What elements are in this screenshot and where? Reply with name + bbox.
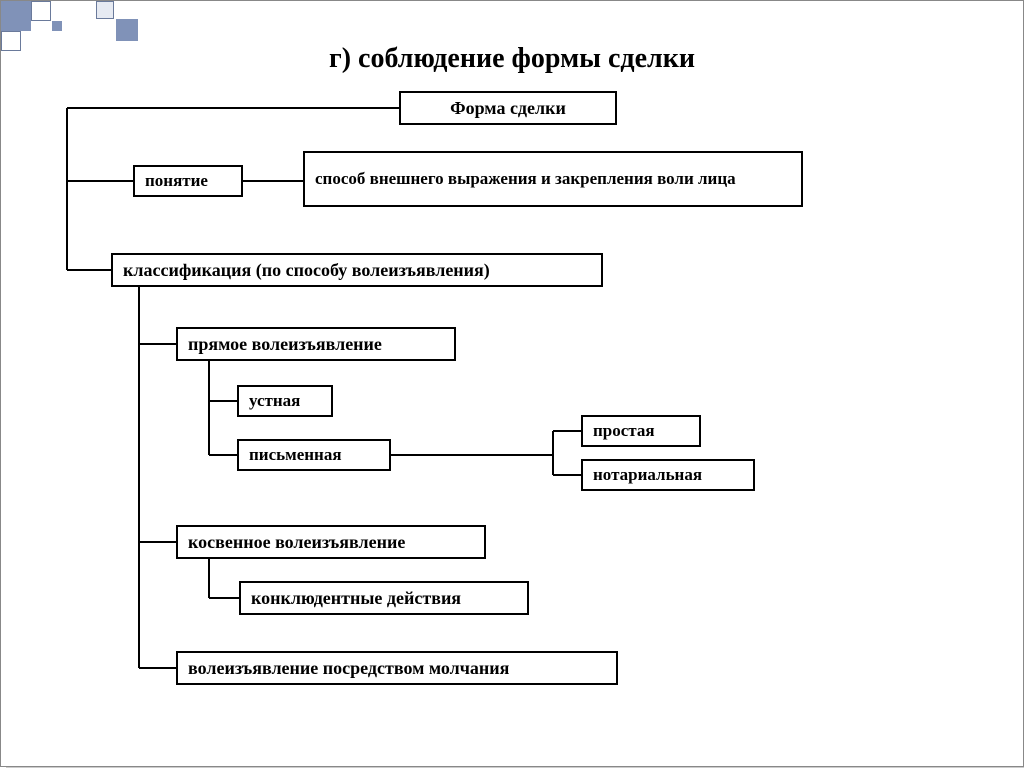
node-simple: простая bbox=[581, 415, 701, 447]
node-classif: классификация (по способу волеизъявления… bbox=[111, 253, 603, 287]
slide-title: г) соблюдение формы сделки bbox=[1, 43, 1023, 75]
decor-sq-2 bbox=[31, 1, 51, 21]
node-indirect-label: косвенное волеизъявление bbox=[188, 531, 405, 554]
node-concept-def-label: способ внешнего выражения и закрепления … bbox=[315, 168, 736, 189]
node-notarial: нотариальная bbox=[581, 459, 755, 491]
node-classif-label: классификация (по способу волеизъявления… bbox=[123, 259, 490, 282]
decor-sq-0 bbox=[1, 1, 31, 31]
node-silence-label: волеизъявление посредством молчания bbox=[188, 657, 509, 680]
node-indirect: косвенное волеизъявление bbox=[176, 525, 486, 559]
decor-sq-3 bbox=[52, 21, 62, 31]
node-conclusive-label: конклюдентные действия bbox=[251, 587, 461, 610]
node-direct: прямое волеизъявление bbox=[176, 327, 456, 361]
node-written-label: письменная bbox=[249, 444, 342, 465]
node-written: письменная bbox=[237, 439, 391, 471]
node-silence: волеизъявление посредством молчания bbox=[176, 651, 618, 685]
node-concept-def: способ внешнего выражения и закрепления … bbox=[303, 151, 803, 207]
node-notarial-label: нотариальная bbox=[593, 464, 702, 485]
node-concept-label: понятие bbox=[145, 170, 208, 191]
node-root: Форма сделки bbox=[399, 91, 617, 125]
node-direct-label: прямое волеизъявление bbox=[188, 333, 382, 356]
node-oral-label: устная bbox=[249, 390, 300, 411]
slide: г) соблюдение формы сделки Форма сделки … bbox=[0, 0, 1024, 767]
decor-sq-5 bbox=[96, 1, 114, 19]
node-concept: понятие bbox=[133, 165, 243, 197]
node-oral: устная bbox=[237, 385, 333, 417]
node-conclusive: конклюдентные действия bbox=[239, 581, 529, 615]
decor-sq-4 bbox=[116, 19, 138, 41]
node-root-label: Форма сделки bbox=[450, 97, 566, 120]
node-simple-label: простая bbox=[593, 420, 655, 441]
